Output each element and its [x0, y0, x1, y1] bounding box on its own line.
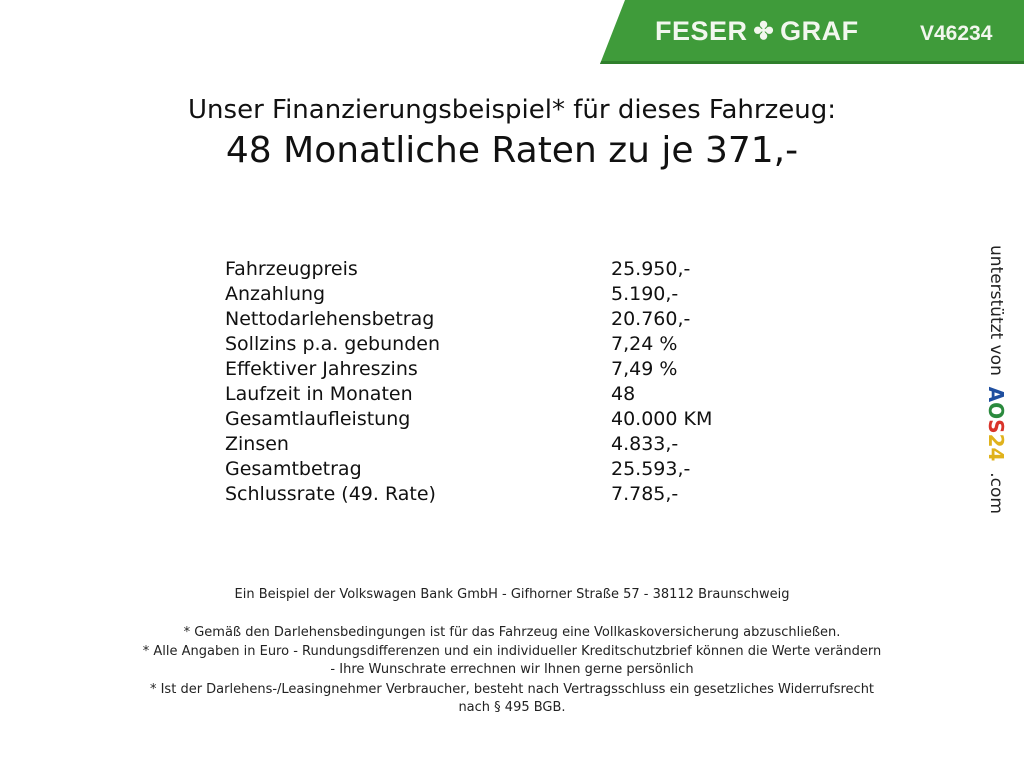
table-row: Schlussrate (49. Rate) 7.785,-: [225, 482, 712, 507]
supported-by-text: unterstützt von: [986, 245, 1006, 376]
aos24-logo: AOS24: [984, 387, 1008, 462]
table-row: Effektiver Jahreszins 7,49 %: [225, 357, 712, 382]
logo-letter: 2: [984, 433, 1008, 448]
row-value: 5.190,-: [611, 283, 679, 305]
table-row: Fahrzeugpreis 25.950,-: [225, 257, 712, 282]
footnote-3a: * Ist der Darlehens-/Leasingnehmer Verbr…: [149, 682, 875, 697]
table-row: Nettodarlehensbetrag 20.760,-: [225, 307, 712, 332]
row-label: Gesamtbetrag: [225, 458, 362, 480]
row-value: 40.000 KM: [611, 408, 713, 430]
title-line2: 48 Monatliche Raten zu je 371,-: [225, 130, 799, 171]
logo-letter: 4: [984, 447, 1008, 462]
footnote-1: * Gemäß den Darlehensbedingungen ist für…: [183, 625, 841, 640]
row-value: 7.785,-: [611, 483, 679, 505]
row-value: 7,24 %: [611, 333, 678, 355]
logo-letter: S: [984, 419, 1008, 434]
brand-logo: FESER ✤ GRAF: [655, 16, 859, 47]
vehicle-code: V46234: [920, 22, 993, 45]
finance-table: Fahrzeugpreis 25.950,- Anzahlung 5.190,- Net…: [225, 257, 712, 507]
table-row: Laufzeit in Monaten 48: [225, 382, 712, 407]
logo-letter: A: [984, 386, 1008, 403]
footnote-2b: - Ihre Wunschrate errechnen wir Ihnen ge…: [330, 662, 694, 677]
supported-by: unterstützt von AOS24 .com: [984, 245, 1008, 514]
table-row: Sollzins p.a. gebunden 7,24 %: [225, 332, 712, 357]
row-label: Zinsen: [225, 433, 289, 455]
logo-suffix: .com: [986, 472, 1006, 514]
row-label: Effektiver Jahreszins: [225, 358, 418, 380]
bank-info: Ein Beispiel der Volkswagen Bank GmbH - …: [234, 587, 790, 602]
footnote-2a: * Alle Angaben in Euro - Rundungsdiffere…: [142, 644, 882, 659]
logo-letter: O: [984, 402, 1008, 420]
row-label: Gesamtlaufleistung: [225, 408, 411, 430]
row-label: Anzahlung: [225, 283, 326, 305]
row-value: 25.593,-: [611, 458, 691, 480]
row-label: Nettodarlehensbetrag: [225, 308, 435, 330]
table-row: Anzahlung 5.190,-: [225, 282, 712, 307]
row-value: 48: [611, 383, 636, 405]
row-label: Sollzins p.a. gebunden: [225, 333, 440, 355]
table-row: Gesamtbetrag 25.593,-: [225, 457, 712, 482]
footnote-3b: nach § 495 BGB.: [458, 700, 566, 715]
table-row: Gesamtlaufleistung 40.000 KM: [225, 407, 712, 432]
row-label: Laufzeit in Monaten: [225, 383, 413, 405]
clover-icon: ✤: [753, 17, 775, 45]
row-value: 7,49 %: [611, 358, 678, 380]
row-label: Fahrzeugpreis: [225, 258, 358, 280]
header-banner: [600, 0, 1024, 64]
row-value: 20.760,-: [611, 308, 691, 330]
row-label: Schlussrate (49. Rate): [225, 483, 436, 505]
row-value: 25.950,-: [611, 258, 691, 280]
title-line1: Unser Finanzierungsbeispiel* für dieses …: [188, 95, 836, 125]
brand-name-right: GRAF: [780, 16, 859, 46]
row-value: 4.833,-: [611, 433, 679, 455]
brand-name-left: FESER: [655, 16, 748, 46]
table-row: Zinsen 4.833,-: [225, 432, 712, 457]
